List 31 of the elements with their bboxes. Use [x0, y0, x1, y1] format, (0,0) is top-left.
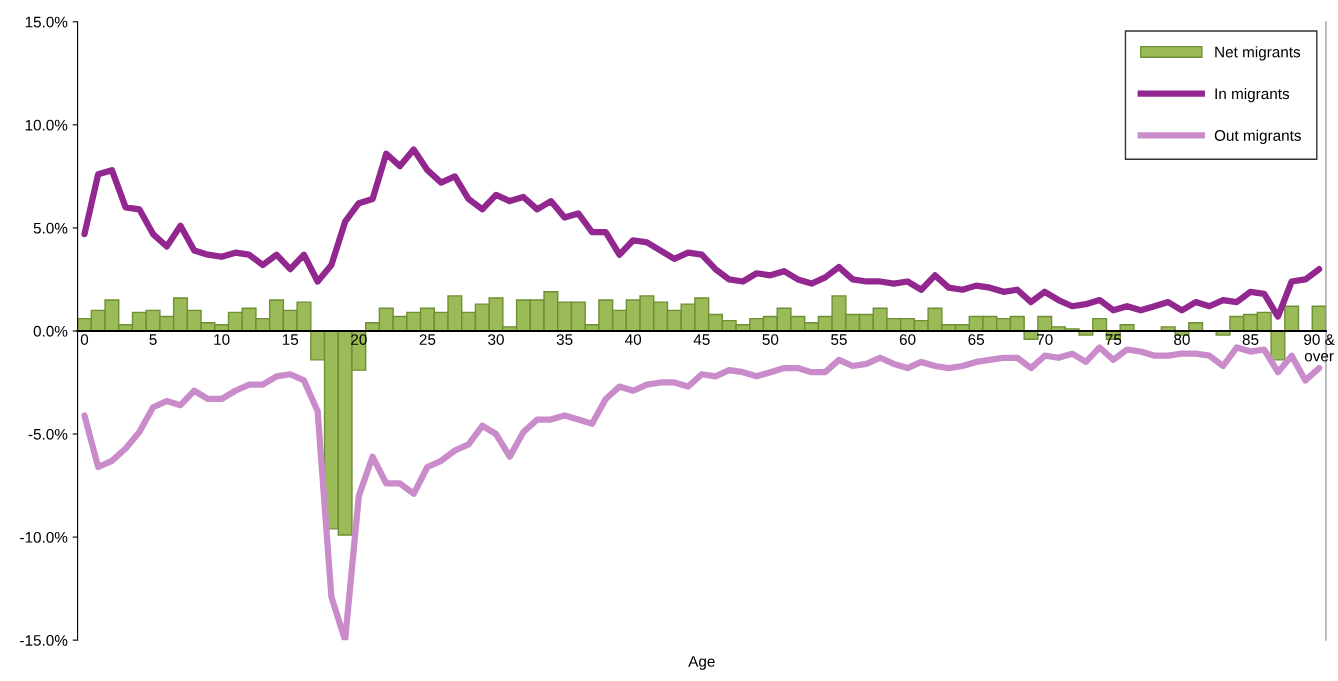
x-tick-label: 25 [419, 334, 436, 345]
x-tick-label: 0 [80, 334, 89, 345]
x-tick-label: 70 [1037, 334, 1053, 345]
y-tick-label: 0.0% [33, 325, 68, 337]
y-tick-label: -5.0% [28, 428, 68, 440]
x-tick-label: 10 [214, 334, 230, 345]
x-tick-label: 50 [762, 334, 779, 345]
bar [1270, 330, 1286, 361]
x-tick-label: 35 [556, 334, 573, 345]
x-tick-label: 40 [625, 334, 642, 345]
x-tick-label: 5 [149, 334, 157, 345]
legend-label: In migrants [1215, 87, 1290, 103]
y-tick-label: -10.0% [20, 531, 68, 543]
x-tick-label: 55 [831, 334, 847, 345]
x-tick-label: 30 [488, 334, 504, 345]
x-tick-label: 65 [968, 334, 984, 345]
y-tick-label: 10.0% [25, 119, 68, 131]
y-tick-label: -15.0% [20, 635, 68, 646]
x-tick-label: 15 [282, 334, 299, 345]
x-tick-label: 20 [351, 334, 367, 345]
y-tick-label: 5.0% [33, 222, 68, 234]
x-tick-label: 80 [1174, 334, 1190, 345]
x-tick-label: 90 & over [1304, 334, 1335, 362]
x-axis-title: Age [688, 656, 715, 670]
legend-label: Net migrants [1215, 46, 1301, 61]
y-tick-label: 15.0% [25, 16, 68, 28]
x-tick-label: 45 [693, 334, 710, 345]
x-tick-label: 85 [1242, 334, 1259, 345]
bar [1284, 305, 1300, 332]
x-tick-label: 60 [899, 334, 916, 345]
legend-label: Out migrants [1214, 129, 1301, 144]
